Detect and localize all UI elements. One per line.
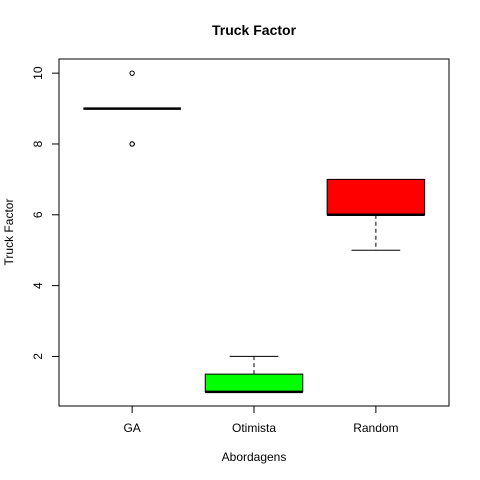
box-random bbox=[326, 178, 426, 251]
x-axis-label: Abordagens bbox=[222, 450, 287, 464]
outlier-ga-1 bbox=[129, 141, 135, 147]
box-otimista bbox=[204, 355, 304, 394]
x-axis: GA Otimista Random bbox=[123, 405, 399, 435]
y-axis-label: Truck Factor bbox=[2, 199, 16, 266]
x-tick-label-random: Random bbox=[353, 421, 398, 435]
y-tick-label-8: 8 bbox=[31, 140, 45, 147]
y-tick-label-10: 10 bbox=[31, 66, 45, 80]
y-tick-label-4: 4 bbox=[31, 282, 45, 289]
x-tick-label-otimista: Otimista bbox=[232, 421, 276, 435]
box-ga bbox=[83, 70, 181, 147]
box-body-otimista bbox=[204, 373, 304, 393]
outlier-ga-2 bbox=[129, 70, 135, 76]
boxes bbox=[83, 70, 426, 394]
plot-frame bbox=[58, 58, 450, 407]
x-tick-label-ga: GA bbox=[123, 421, 140, 435]
y-axis: 2 4 6 8 10 bbox=[31, 66, 60, 360]
y-tick-label-2: 2 bbox=[31, 353, 45, 360]
y-tick-label-6: 6 bbox=[31, 211, 45, 218]
box-body-random bbox=[326, 178, 426, 216]
chart-title: Truck Factor bbox=[212, 22, 297, 38]
